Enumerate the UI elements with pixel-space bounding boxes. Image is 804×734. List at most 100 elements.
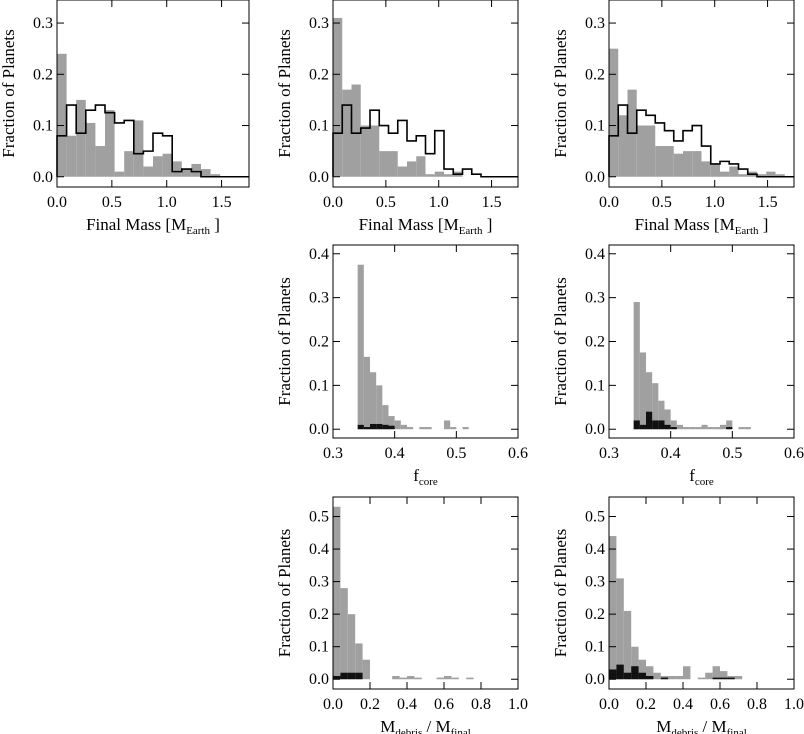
y-tick-label: 0.0 [33,169,53,186]
bar-filled [683,666,691,680]
bar-dark [355,672,363,680]
x-tick-label: 1.0 [429,194,449,211]
y-tick-label: 0.2 [309,606,329,623]
x-axis-label-text: M [380,717,395,734]
bar-filled [124,151,134,177]
bar-filled [664,146,674,177]
y-tick-label: 0.2 [585,66,605,83]
bar-filled [646,666,654,680]
x-axis-label-subscript: final [727,727,747,734]
histogram-step-outline [608,104,794,178]
bar-filled [172,161,182,177]
x-tick-label: 0.8 [471,696,491,713]
bar-dark [340,672,348,680]
x-tick-label: 0.0 [599,696,619,713]
y-axis-label: Fraction of Planets [275,529,294,657]
bar-dark [646,411,653,430]
bar-dark [609,669,617,680]
y-tick-label: 0.3 [585,15,605,32]
bar-filled [340,588,348,680]
y-tick-label: 0.1 [585,377,605,394]
bar-filled [181,169,192,177]
y-tick-label: 0.0 [585,421,605,438]
bar-filled [738,427,745,430]
x-axis-label-text: Final Mass [M [86,215,186,234]
panel-p3: 0.0 0.5 1.0 1.5 0.0 0.1 0.2 0.3 Fraction of Plan… [551,0,795,237]
bar-filled [676,424,683,430]
bar-filled [407,427,414,430]
bar-filled [638,659,646,680]
bar-filled [689,427,696,430]
histogram-step-outline [56,104,249,178]
x-axis-label-text: ] [483,215,493,234]
bar-filled [414,677,422,680]
bar-filled [726,420,733,430]
panel-p5: 0.3 0.4 0.5 0.6 0.0 0.1 0.2 0.3 0.4 Fraction of P… [551,244,804,488]
x-axis-label-text: M [656,717,671,734]
bar-filled [653,672,661,680]
x-axis-label-text: Final Mass [M [635,215,735,234]
bar-filled [407,161,417,177]
bar-filled [407,675,415,680]
y-tick-label: 0.3 [309,574,329,591]
bar-filled [363,356,370,430]
bar-filled [664,409,671,430]
x-tick-label: 1.0 [705,194,725,211]
bar-filled [646,125,656,177]
bar-filled [658,400,665,430]
bar-dark [370,423,377,430]
x-axis-label-text: ] [210,215,220,234]
x-tick-label: 0.8 [747,696,767,713]
bar-filled [668,675,676,680]
y-tick-label: 0.1 [585,639,605,656]
bar-filled [727,675,735,680]
y-tick-label: 0.4 [585,246,605,263]
bar-filled [623,610,632,680]
bar-filled [720,671,728,680]
y-axis-label: Fraction of Planets [551,529,570,657]
x-tick-label: 1.5 [212,194,232,211]
x-tick-label: 0.5 [102,194,122,211]
bar-filled [636,125,646,177]
y-tick-label: 0.3 [585,290,605,307]
bar-filled [692,151,702,177]
x-tick-label: 0.5 [652,194,672,211]
x-tick-label: 0.6 [508,445,528,462]
bar-dark [382,424,389,430]
axes-frame [608,496,795,690]
bar-filled [633,302,640,430]
y-tick-label: 0.5 [309,509,329,526]
axes-frame [332,0,519,188]
bar-filled [162,153,173,177]
y-tick-label: 0.3 [33,15,53,32]
bar-dark [333,675,341,680]
x-tick-label: 0.5 [376,194,396,211]
x-axis-label: Final Mass [MEarth ] [359,215,493,237]
x-axis-label-subscript: debris [671,727,698,734]
bar-filled [757,174,767,177]
x-tick-label: 0.0 [599,194,619,211]
y-tick-label: 0.1 [585,118,605,135]
bar-dark [623,672,632,680]
bar-filled [766,171,776,177]
bar-filled [434,171,444,177]
panel-p4: 0.3 0.4 0.5 0.6 0.0 0.1 0.2 0.3 0.4 Fraction of P… [275,244,528,488]
x-tick-label: 0.0 [323,194,343,211]
panel-p7: 0.0 0.2 0.4 0.6 0.8 1.0 0.0 0.1 0.2 0.3 0.4 0.5 Frac… [551,496,804,734]
x-axis-label: Final Mass [MEarth ] [86,215,220,237]
bar-filled [342,89,352,177]
bar-filled [734,675,743,680]
bar-dark [357,424,364,430]
y-tick-label: 0.0 [585,169,605,186]
y-tick-label: 0.0 [309,169,329,186]
y-tick-label: 0.2 [585,606,605,623]
x-tick-label: 0.0 [323,696,343,713]
bar-dark [616,664,624,680]
bar-filled [697,677,706,680]
x-tick-label: 0.5 [722,445,742,462]
x-axis-label: fcore [689,466,714,488]
axes-frame [608,0,795,188]
y-tick-label: 0.2 [33,66,53,83]
bar-dark [638,672,646,680]
